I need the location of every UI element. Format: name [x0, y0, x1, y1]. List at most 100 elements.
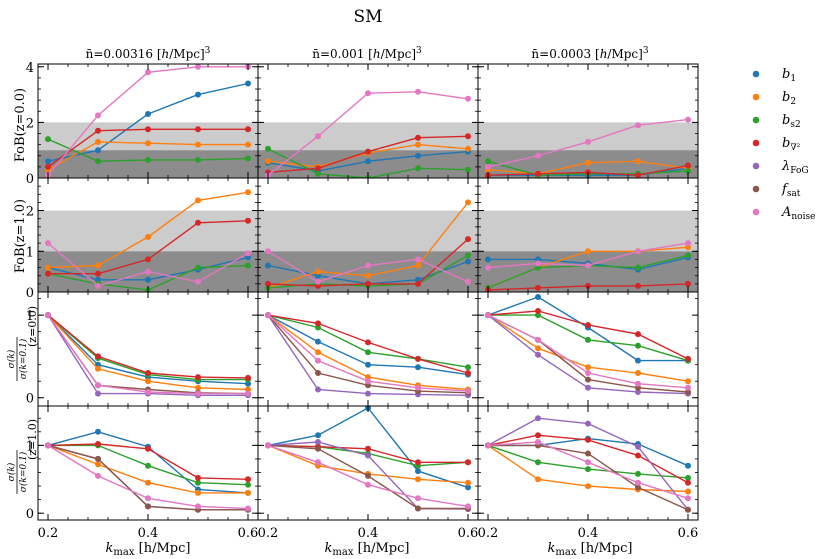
data-point-b2	[535, 345, 541, 352]
data-point-bnabla2	[585, 282, 591, 289]
column-title-3: n̄=0.0003 [h/Mpc]3	[531, 46, 648, 61]
data-point-fsat	[145, 503, 151, 510]
data-point-b2	[465, 145, 471, 152]
data-point-Anoise	[365, 90, 371, 97]
legend-item-anoise: Anoise	[752, 205, 815, 222]
data-point-bs2	[685, 474, 691, 481]
column-title-3-prefix: n̄=0.0003 [	[531, 47, 599, 61]
data-point-fsat	[585, 376, 591, 383]
column-title-1-prefix: n̄=0.00316 [	[86, 47, 162, 61]
row-label-4: σ(k) σ(k=0.1) (z=1.0)	[6, 419, 39, 494]
data-point-Anoise	[465, 95, 471, 102]
data-point-fsat	[685, 389, 691, 395]
data-point-Anoise	[485, 312, 491, 319]
band-light	[478, 210, 698, 252]
data-point-Anoise	[145, 268, 151, 275]
svg-text:bs2: bs2	[782, 113, 801, 130]
data-point-bnabla2	[145, 126, 151, 133]
data-point-b2	[535, 476, 541, 483]
data-point-bs2	[465, 252, 471, 259]
row-label-2: FoB(z=1.0)	[13, 199, 28, 273]
data-point-bnabla2	[145, 445, 151, 452]
data-point-b1	[685, 462, 691, 469]
panel-r2-c1: 0 1 2	[26, 177, 259, 301]
data-point-Anoise	[265, 312, 271, 319]
data-point-bs2	[685, 252, 691, 259]
data-point-b1	[415, 276, 421, 283]
data-point-Anoise	[45, 240, 51, 247]
data-point-bnabla2	[265, 280, 271, 287]
x-axis-label-1-sub: max	[113, 547, 134, 558]
column-title-2-unit: h	[373, 47, 381, 61]
x-tick-label: 0.6	[458, 526, 479, 541]
data-point-bnabla2	[685, 479, 691, 486]
data-point-lambdaFoG	[365, 452, 371, 459]
series-group	[265, 312, 471, 399]
row-label-1-text: FoB(z=0.0)	[13, 88, 28, 162]
series-group	[45, 428, 251, 513]
legend-item-b2: b2	[752, 90, 796, 107]
y-tick-label: 0	[26, 172, 34, 187]
data-point-Anoise	[585, 262, 591, 269]
data-point-bnabla2	[95, 270, 101, 277]
x-tick-label: 0.2	[38, 526, 59, 541]
data-point-Anoise	[195, 278, 201, 285]
data-point-b2	[195, 197, 201, 204]
data-point-b1	[465, 484, 471, 491]
svg-text:fsat: fsat	[781, 182, 801, 199]
data-point-Anoise	[535, 439, 541, 445]
data-point-b1	[465, 258, 471, 265]
column-title-1-sup: 3	[205, 46, 211, 56]
data-point-bs2	[315, 324, 321, 331]
data-point-bs2	[635, 264, 641, 271]
data-point-bs2	[195, 264, 201, 271]
data-point-Anoise	[585, 370, 591, 376]
row-label-4-den: σ(k=0.1)	[18, 451, 29, 492]
data-point-b1	[95, 428, 101, 435]
data-point-b2	[45, 264, 51, 271]
data-point-b2	[95, 365, 101, 372]
panel-r4-c1: 0.2 0.4 0.6 0 1	[26, 405, 259, 541]
data-point-fsat	[585, 450, 591, 457]
data-point-bs2	[535, 264, 541, 271]
data-point-b1	[95, 276, 101, 283]
x-axis-label-2: kmax [h/Mpc]	[325, 541, 410, 558]
data-point-b1	[265, 262, 271, 269]
data-point-bnabla2	[635, 172, 641, 178]
data-point-b2	[465, 479, 471, 486]
data-point-b1	[315, 272, 321, 279]
data-point-b2	[95, 138, 101, 145]
data-point-Anoise	[145, 495, 151, 502]
x-axis-label-3-unit: [h/Mpc]	[577, 541, 633, 556]
data-point-Anoise	[315, 459, 321, 466]
data-point-Anoise	[685, 240, 691, 247]
data-point-fsat	[635, 384, 641, 391]
data-point-bs2	[245, 262, 251, 269]
svg-text:kmax [h/Mpc]: kmax [h/Mpc]	[325, 541, 410, 558]
data-point-bnabla2	[245, 374, 251, 381]
x-axis-label-1-unit: [h/Mpc]	[135, 541, 191, 556]
data-point-b1	[635, 357, 641, 364]
band-light	[478, 122, 698, 151]
data-point-bnabla2	[365, 445, 371, 452]
data-point-bnabla2	[315, 165, 321, 172]
data-point-Anoise	[365, 262, 371, 269]
data-point-bs2	[465, 364, 471, 371]
data-point-Anoise	[585, 138, 591, 145]
data-point-Anoise	[145, 69, 151, 76]
data-point-bnabla2	[45, 270, 51, 277]
svg-text:n̄=0.001 [h/Mpc]3: n̄=0.001 [h/Mpc]3	[312, 46, 422, 61]
data-point-lambdaFoG	[95, 390, 101, 397]
legend-marker-bs2	[752, 116, 760, 124]
data-point-b2	[195, 384, 201, 391]
data-point-Anoise	[145, 389, 151, 395]
data-point-fsat	[415, 505, 421, 512]
data-point-lambdaFoG	[635, 389, 641, 395]
data-point-bnabla2	[415, 134, 421, 141]
data-point-bs2	[45, 136, 51, 143]
data-point-bnabla2	[585, 322, 591, 328]
data-point-bs2	[415, 165, 421, 172]
series-line-bs2	[267, 148, 469, 178]
data-point-bs2	[95, 158, 101, 165]
